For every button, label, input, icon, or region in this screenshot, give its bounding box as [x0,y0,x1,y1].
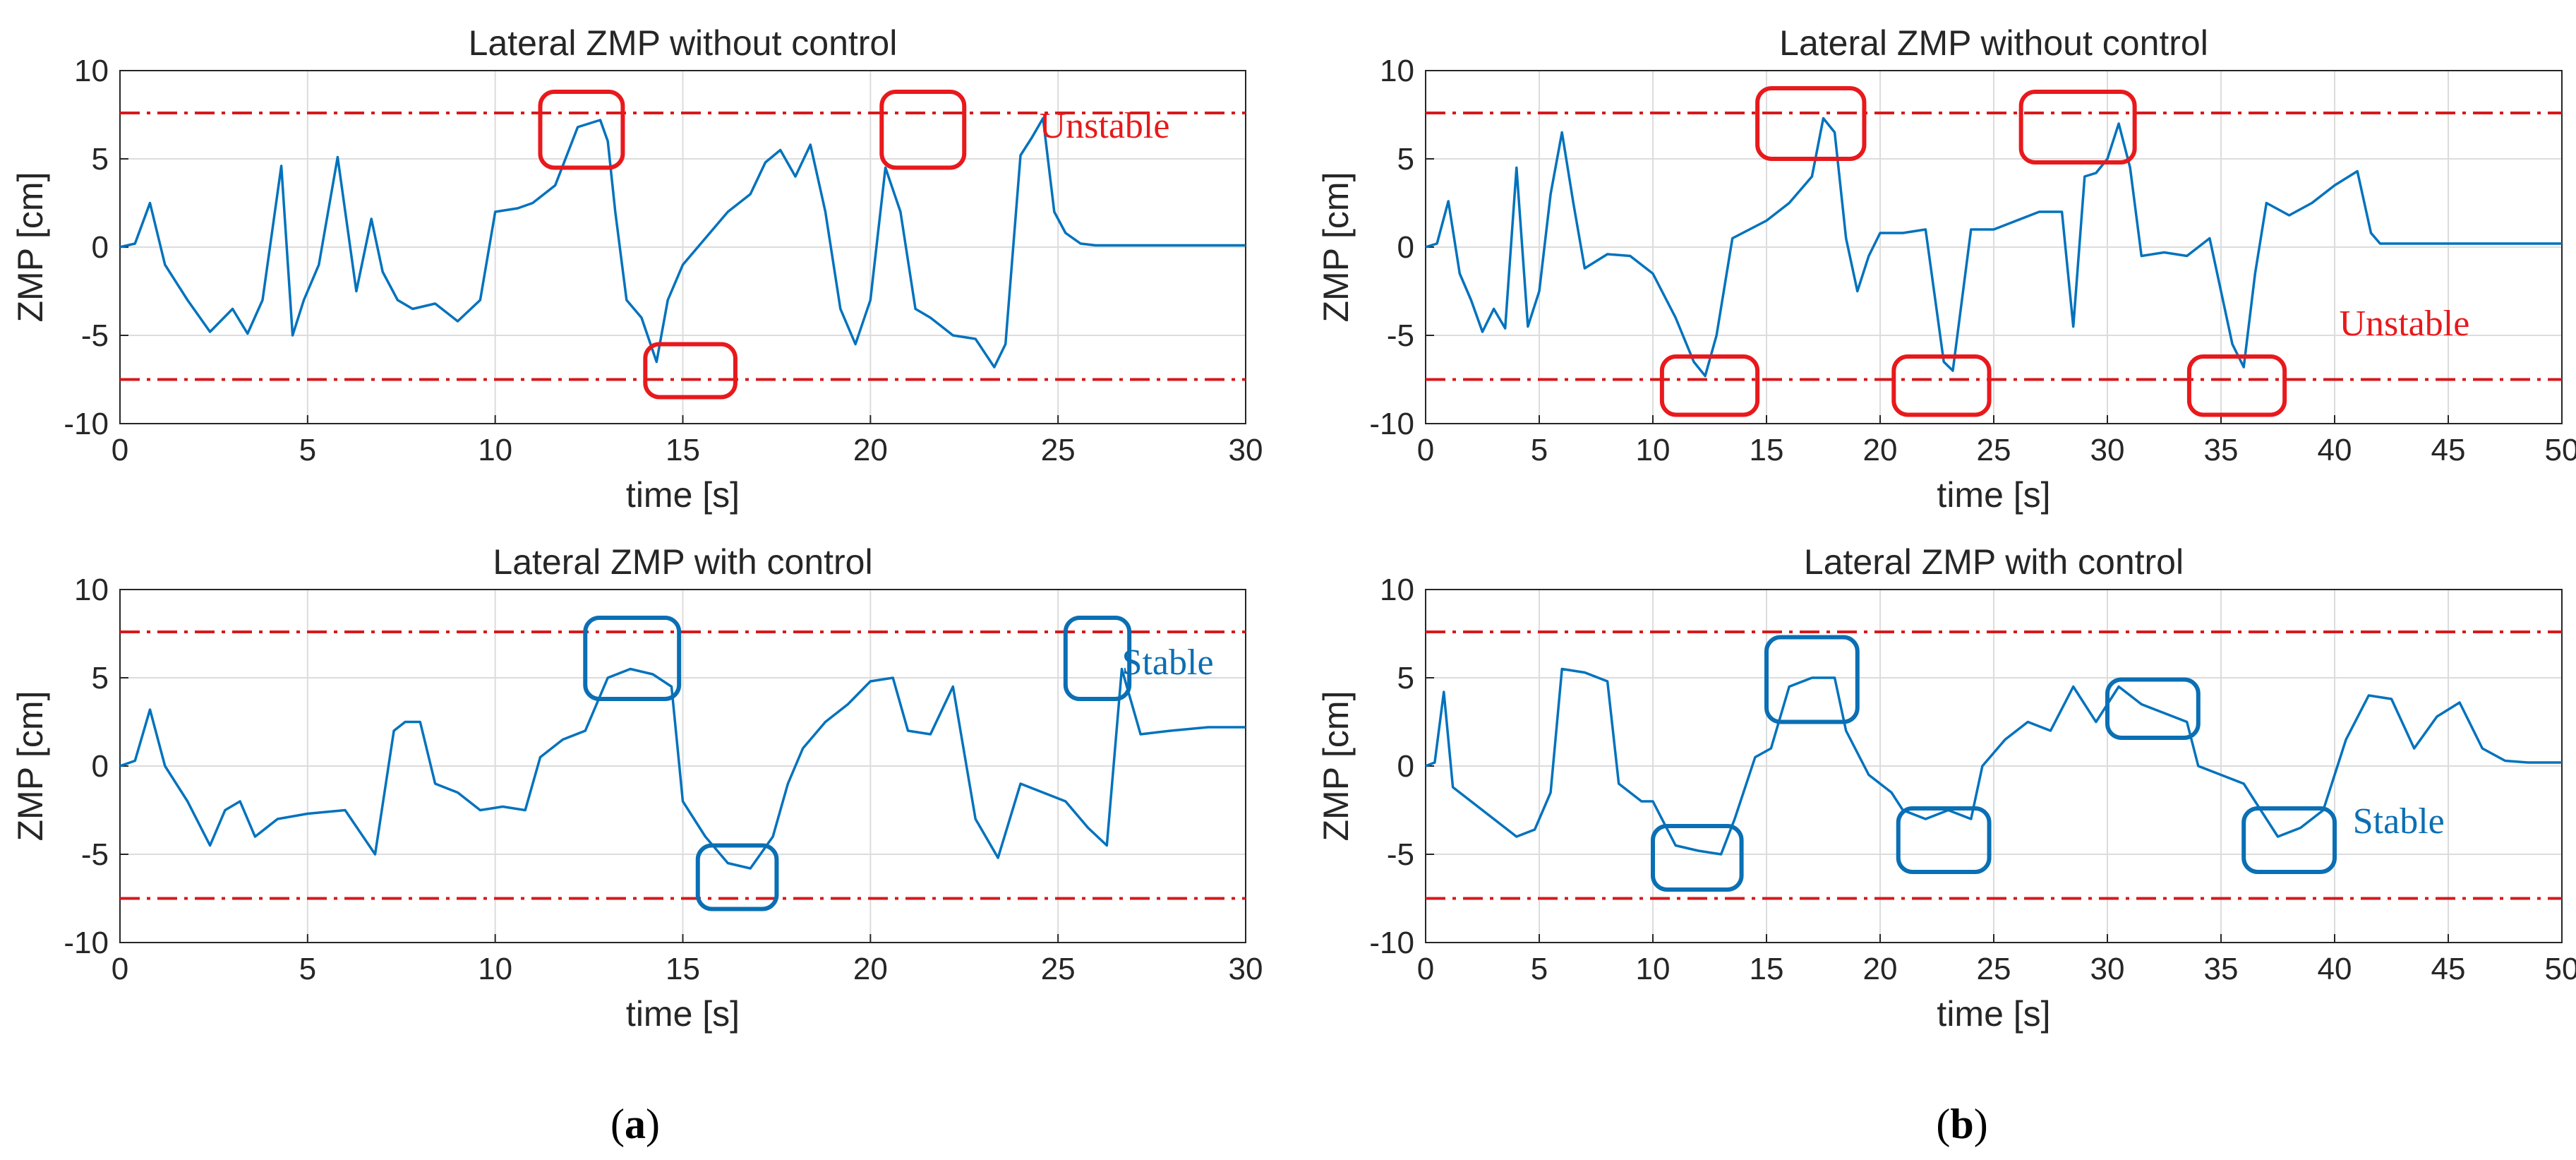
x-tick-label: 30 [2090,433,2125,467]
y-tick-label: 5 [92,661,109,695]
x-tick-label: 0 [112,433,128,467]
x-tick-label: 45 [2431,952,2466,986]
y-tick-label: 10 [1380,54,1414,88]
chart-b-bottom: 0 5 10 15 20 25 30 35 40 45 50 -10 -5 0 5 10 Lateral ZMP… [1316,542,2576,1034]
y-tick-label: 0 [92,749,109,784]
y-tick-label: 0 [1397,230,1414,265]
x-tick-label: 5 [1531,433,1548,467]
x-tick-label: 10 [478,433,512,467]
x-tick-label: 25 [1041,952,1076,986]
highlight-box [643,342,738,400]
x-tick-label: 30 [1229,433,1263,467]
x-tick-label: 15 [666,433,700,467]
y-tick-label: -10 [64,926,109,960]
x-tick-label: 50 [2545,952,2576,986]
y-tick-label: 0 [92,230,109,265]
x-tick-label: 35 [2204,952,2239,986]
highlight-box [1896,806,1992,874]
x-tick-label: 10 [1636,433,1671,467]
x-axis-label: time [s] [626,994,740,1034]
highlight-box [1651,824,1744,892]
y-tick-label: 5 [92,142,109,177]
highlight-box [583,616,682,701]
highlight-box [1891,354,1992,417]
series-line [1425,667,2562,856]
x-tick-label: 5 [1531,952,1548,986]
y-tick-label: -10 [64,407,109,441]
x-tick-label: 5 [299,952,316,986]
highlight-box [2186,354,2287,417]
y-tick-label: 10 [74,573,109,607]
x-tick-label: 15 [666,952,700,986]
y-tick-label: -5 [81,318,109,353]
panel-label-a: (a) [610,1101,660,1147]
x-tick-label: 10 [478,952,512,986]
highlight-box [1659,354,1760,417]
x-axis-label: time [s] [1937,994,2050,1034]
y-tick-label: -5 [1387,318,1414,353]
highlight-box [2018,90,2137,165]
chart-title: Lateral ZMP with control [493,542,872,582]
chart-a-top: 0 5 10 15 20 25 30 -10 -5 0 5 10 Lateral ZMP without… [11,23,1263,515]
highlight-box [2241,806,2337,874]
y-tick-label: 10 [74,54,109,88]
annotation-label: Stable [2353,801,2445,842]
y-tick-label: 5 [1397,661,1414,695]
x-tick-label: 25 [1041,433,1076,467]
x-tick-label: 40 [2318,433,2352,467]
chart-a-bottom: 0 5 10 15 20 25 30 -10 -5 0 5 10 Lateral ZMP with co… [11,542,1263,1034]
y-tick-label: -10 [1369,407,1414,441]
x-tick-label: 30 [2090,952,2125,986]
highlight-box [1764,635,1860,724]
y-tick-label: 5 [1397,142,1414,177]
x-tick-label: 20 [1863,952,1898,986]
highlight-box [1755,86,1867,161]
annotation-label: Unstable [1040,106,1170,146]
x-tick-label: 0 [112,952,128,986]
chart-title: Lateral ZMP without control [1779,23,2208,63]
series-line [119,116,1246,369]
x-axis-label: time [s] [1937,475,2050,515]
y-tick-label: -5 [1387,837,1414,872]
x-tick-label: 45 [2431,433,2466,467]
series-line [119,667,1246,870]
y-axis-label: ZMP [cm] [11,172,50,323]
x-axis-label: time [s] [626,475,740,515]
x-tick-label: 35 [2204,433,2239,467]
annotation-label: Stable [1122,642,1214,683]
highlight-box [538,90,625,170]
chart-title: Lateral ZMP with control [1804,542,2184,582]
y-tick-label: 10 [1380,573,1414,607]
x-tick-label: 20 [853,952,888,986]
x-tick-label: 25 [1977,433,2011,467]
y-axis-label: ZMP [cm] [1316,172,1356,323]
x-tick-label: 15 [1750,952,1784,986]
annotation-label: Unstable [2339,304,2469,344]
highlight-box [695,843,779,911]
x-tick-label: 5 [299,433,316,467]
x-tick-label: 30 [1229,952,1263,986]
y-tick-label: -10 [1369,926,1414,960]
panel-label-b: (b) [1936,1101,1987,1147]
highlight-box [1063,616,1132,701]
chart-b-top: 0 5 10 15 20 25 30 35 40 45 50 -10 -5 0 5 10 Lateral ZMP… [1316,23,2576,515]
x-tick-label: 40 [2318,952,2352,986]
x-tick-label: 25 [1977,952,2011,986]
x-tick-label: 20 [853,433,888,467]
series-line [1425,116,2562,378]
x-tick-label: 0 [1417,433,1434,467]
y-axis-label: ZMP [cm] [1316,691,1356,842]
x-tick-label: 20 [1863,433,1898,467]
y-tick-label: 0 [1397,749,1414,784]
highlight-box [879,90,967,170]
x-tick-label: 10 [1636,952,1671,986]
y-axis-label: ZMP [cm] [11,691,50,842]
chart-title: Lateral ZMP without control [469,23,898,63]
x-tick-label: 0 [1417,952,1434,986]
x-tick-label: 50 [2545,433,2576,467]
highlight-box [2105,677,2201,740]
y-tick-label: -5 [81,837,109,872]
x-tick-label: 15 [1750,433,1784,467]
